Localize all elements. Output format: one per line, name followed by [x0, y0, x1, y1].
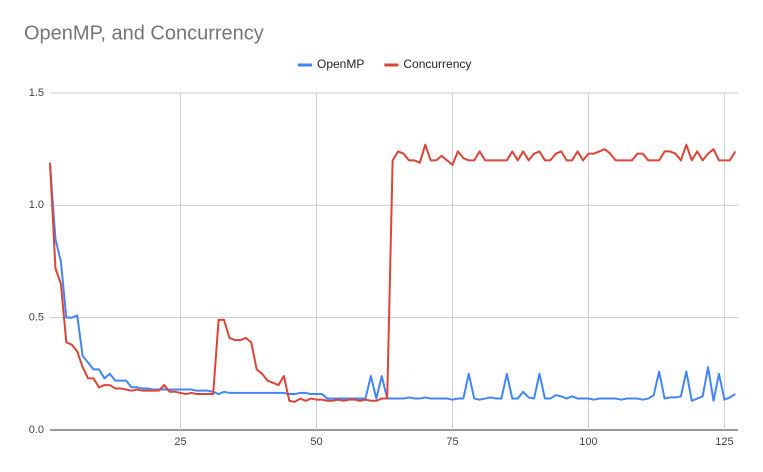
x-tick-label: 125 — [715, 436, 733, 448]
legend-label: Concurrency — [403, 57, 471, 71]
y-tick-label: 1.0 — [29, 199, 44, 211]
chart-title: OpenMP, and Concurrency — [24, 22, 264, 44]
series-line — [49, 164, 736, 402]
legend-label: OpenMP — [317, 57, 364, 71]
y-tick-label: 0.5 — [29, 312, 44, 324]
y-tick-label: 0.0 — [29, 424, 44, 436]
x-tick-label: 100 — [579, 436, 597, 448]
x-tick-label: 75 — [446, 436, 458, 448]
y-tick-label: 1.5 — [29, 87, 44, 99]
x-tick-label: 25 — [174, 436, 186, 448]
x-tick-label: 50 — [310, 436, 322, 448]
series-line — [49, 143, 737, 403]
